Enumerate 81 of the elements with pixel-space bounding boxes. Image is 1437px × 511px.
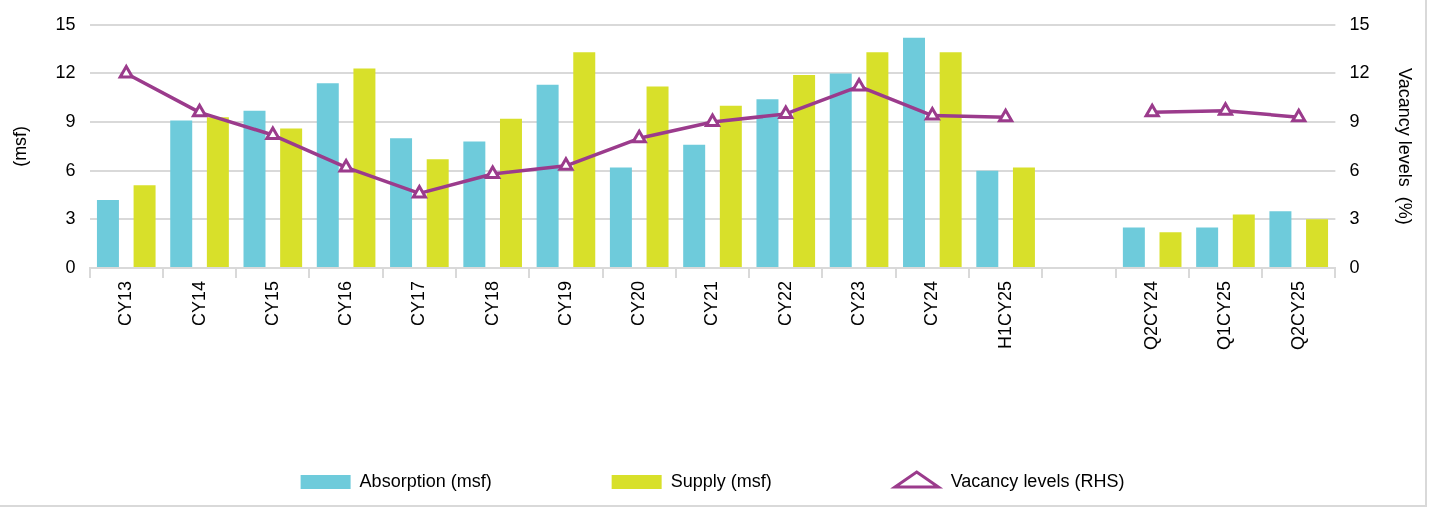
bar [206,117,229,267]
bar [1159,232,1182,267]
point [191,103,208,118]
y2-tick-label: 12 [1349,62,1370,83]
y-tick-label: 12 [55,62,76,83]
x-tick-label: CY19 [554,280,575,326]
point [851,77,867,92]
bar [1269,211,1292,267]
bar [536,84,559,267]
bar [170,120,193,267]
legend-label: Supply (msf) [670,470,772,491]
bar [646,86,669,267]
bar [903,37,926,267]
bar [133,185,156,267]
point [411,184,427,199]
x-tick-label: CY23 [848,280,869,326]
x-tick-label: H1CY25 [994,280,1015,350]
bar [243,110,266,267]
bar [96,199,119,267]
y-tick-label: 0 [65,256,76,277]
bar [573,52,596,267]
bar [280,128,303,267]
point [558,157,574,171]
bar [939,52,962,267]
bar [829,73,852,267]
bar [1122,227,1145,267]
x-tick-label: CY14 [188,280,209,326]
x-tick-label: CY24 [921,280,942,326]
point [1291,108,1307,123]
x-tick-label: CY22 [774,280,795,326]
bar [793,75,816,267]
y-tick-label: 6 [65,159,76,180]
point [338,158,354,173]
x-tick-label: Q2CY24 [1141,280,1162,351]
x-tick-label: Q1CY25 [1214,280,1235,351]
bar [719,105,742,267]
y2-tick-label: 6 [1349,159,1360,180]
x-tick-label: CY13 [115,280,136,326]
y2-axis-title: Vacancy levels (%) [1395,68,1416,225]
point [1217,102,1234,116]
y-tick-label: 9 [65,111,76,132]
bar [1306,219,1329,267]
x-tick-label: CY18 [481,280,502,326]
bar [390,138,413,267]
point [485,165,501,179]
bar [1012,167,1035,267]
y2-tick-label: 3 [1349,208,1360,229]
y-axis-title: (msf) [9,125,30,167]
y-tick-label: 3 [65,208,76,229]
point [998,108,1014,123]
bar [683,144,706,267]
y-tick-label: 15 [55,13,76,34]
bar [976,170,999,267]
bar [756,99,779,267]
point [924,107,940,121]
point [704,113,721,128]
y2-tick-label: 15 [1349,13,1370,34]
point [1144,103,1160,118]
bar [1196,227,1219,267]
bar [609,167,632,267]
point [265,126,281,141]
point [778,105,794,119]
point [631,129,647,144]
bar [866,52,889,267]
x-tick-label: CY21 [701,280,722,326]
bar [426,159,449,267]
x-tick-label: CY16 [335,280,356,326]
x-tick-label: CY17 [408,280,429,326]
x-tick-label: Q2CY25 [1287,280,1308,351]
bar [499,118,522,267]
bar [1232,214,1255,267]
y2-tick-label: 0 [1349,256,1360,277]
x-tick-label: CY15 [261,280,282,326]
bar [316,83,339,267]
bar [463,141,486,267]
y2-tick-label: 9 [1349,111,1360,132]
bar [353,68,376,267]
point [118,64,134,79]
x-tick-label: CY20 [628,280,649,326]
legend-label: Absorption (msf) [359,470,492,491]
legend-label: Vacancy levels (RHS) [950,470,1125,491]
